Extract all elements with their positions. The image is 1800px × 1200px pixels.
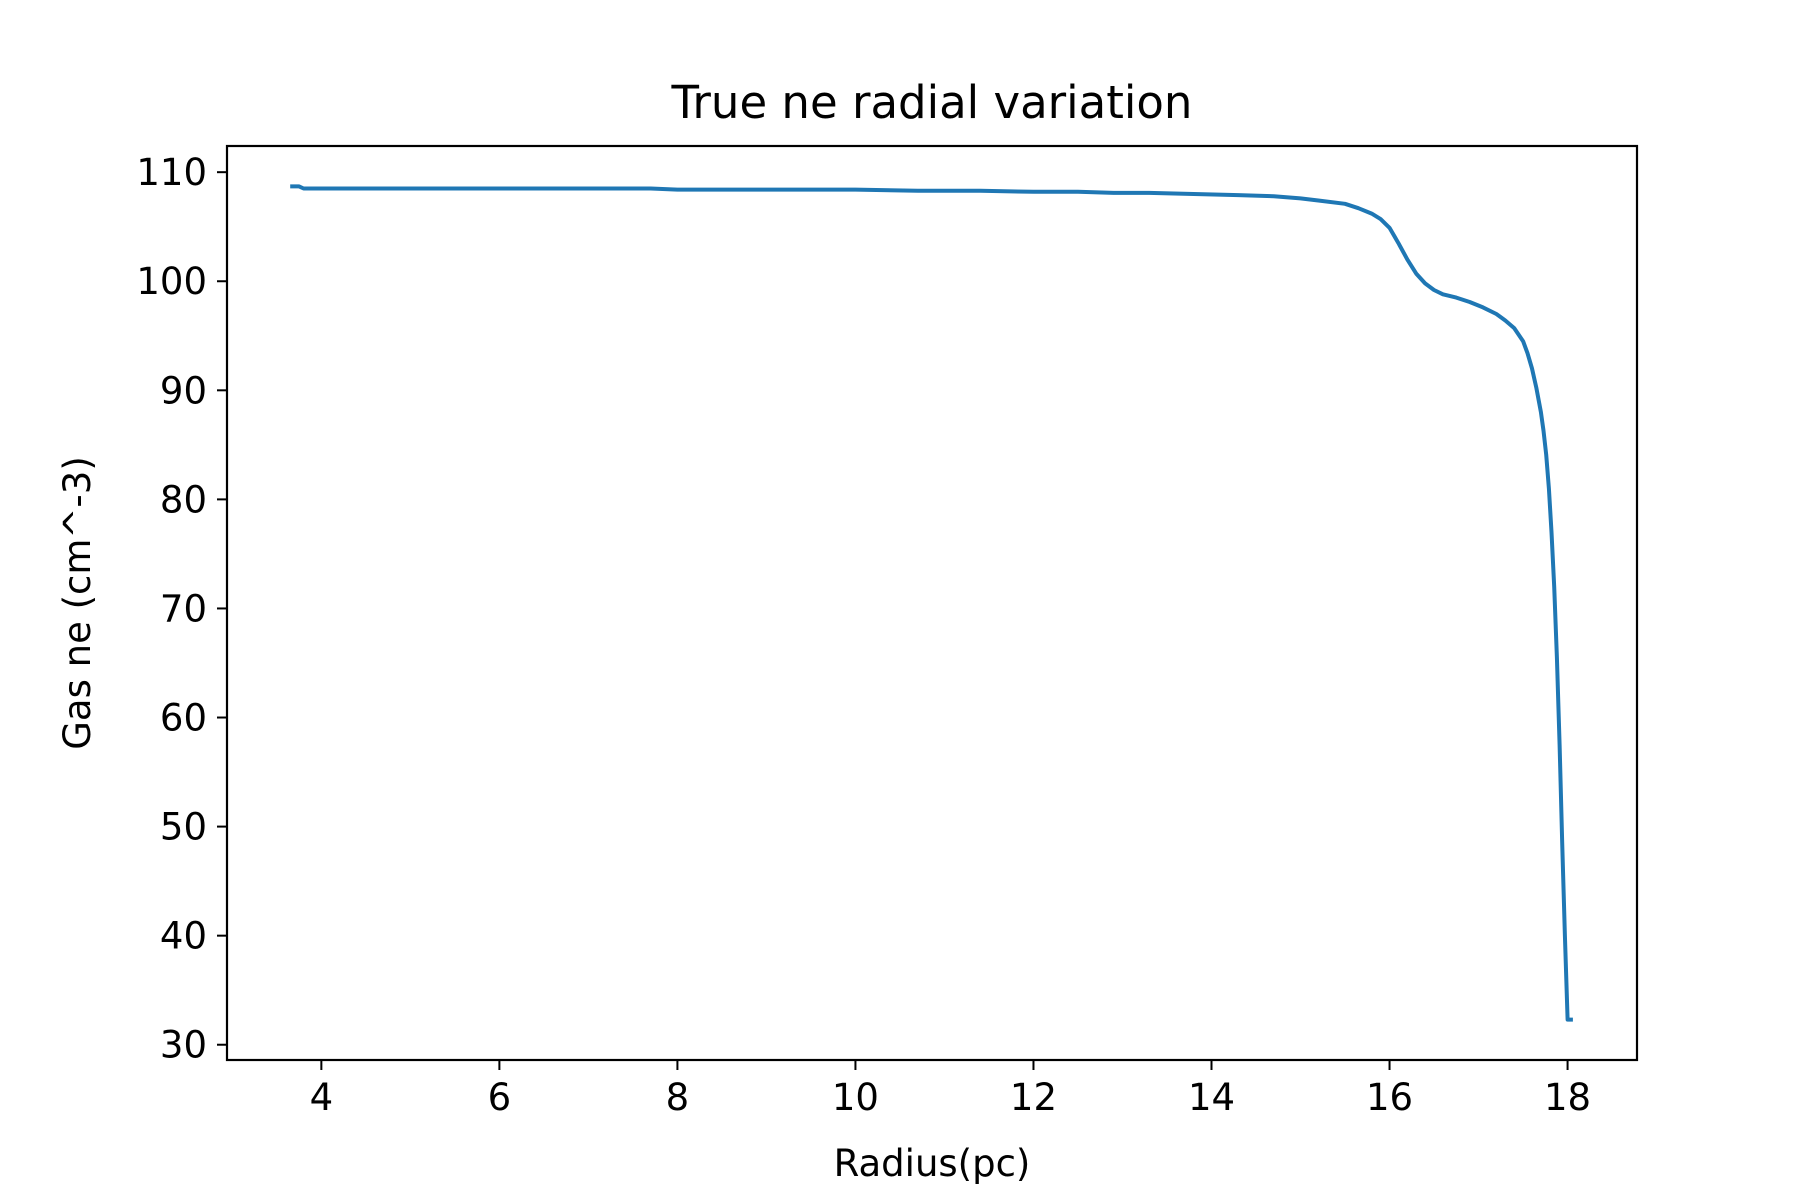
y-tick-label: 90 (160, 369, 207, 412)
y-tick-label: 60 (160, 697, 207, 740)
x-tick-label: 4 (310, 1076, 334, 1119)
y-axis-label: Gas ne (cm^-3) (56, 456, 99, 750)
y-tick-label: 70 (160, 587, 207, 630)
x-tick-label: 14 (1188, 1076, 1235, 1119)
x-tick-label: 10 (832, 1076, 879, 1119)
y-tick-label: 40 (160, 915, 207, 958)
y-tick-label: 50 (160, 806, 207, 849)
x-tick-label: 18 (1544, 1076, 1591, 1119)
plot-area (290, 184, 1573, 1022)
chart-title: True ne radial variation (671, 76, 1193, 129)
series-line (290, 184, 1573, 1022)
plot-frame (225, 144, 1639, 1062)
x-tick-label: 8 (666, 1076, 690, 1119)
y-tick-label: 100 (136, 260, 207, 303)
x-tick-label: 16 (1366, 1076, 1413, 1119)
x-axis-label: Radius(pc) (834, 1142, 1031, 1185)
x-tick-label: 12 (1010, 1076, 1057, 1119)
y-tick-label: 30 (160, 1024, 207, 1067)
y-tick-label: 110 (136, 151, 207, 194)
y-axis: 30 40 50 60 70 80 90 100 110 (136, 151, 227, 1067)
x-tick-label: 6 (488, 1076, 512, 1119)
x-axis: 4 6 8 10 12 14 16 18 (310, 1060, 1591, 1119)
y-tick-label: 80 (160, 478, 207, 521)
